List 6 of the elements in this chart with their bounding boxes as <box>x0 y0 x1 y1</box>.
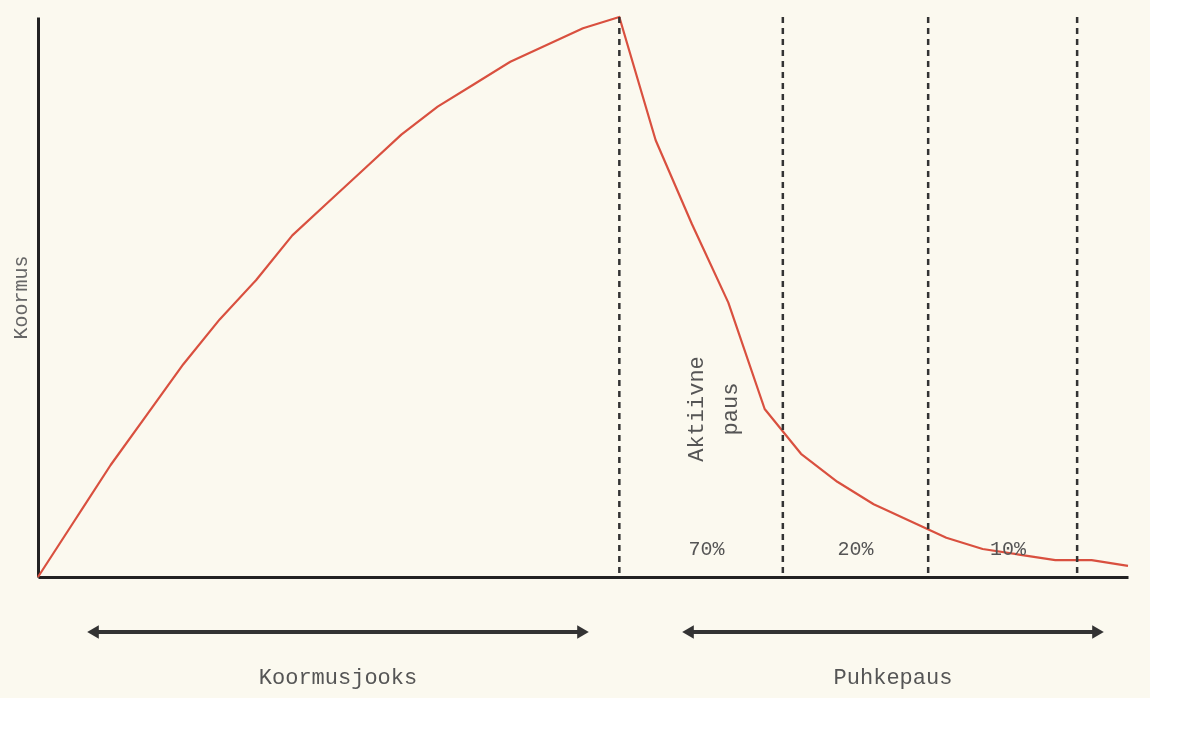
text: Koormusjooks <box>258 666 418 691</box>
y-axis-title: Koormus <box>9 255 33 340</box>
text: Puhkepaus <box>833 666 953 691</box>
annotation: 70% <box>688 538 726 561</box>
annotation: 20% <box>837 538 875 561</box>
annotation: Aktiivne paus <box>684 356 744 462</box>
